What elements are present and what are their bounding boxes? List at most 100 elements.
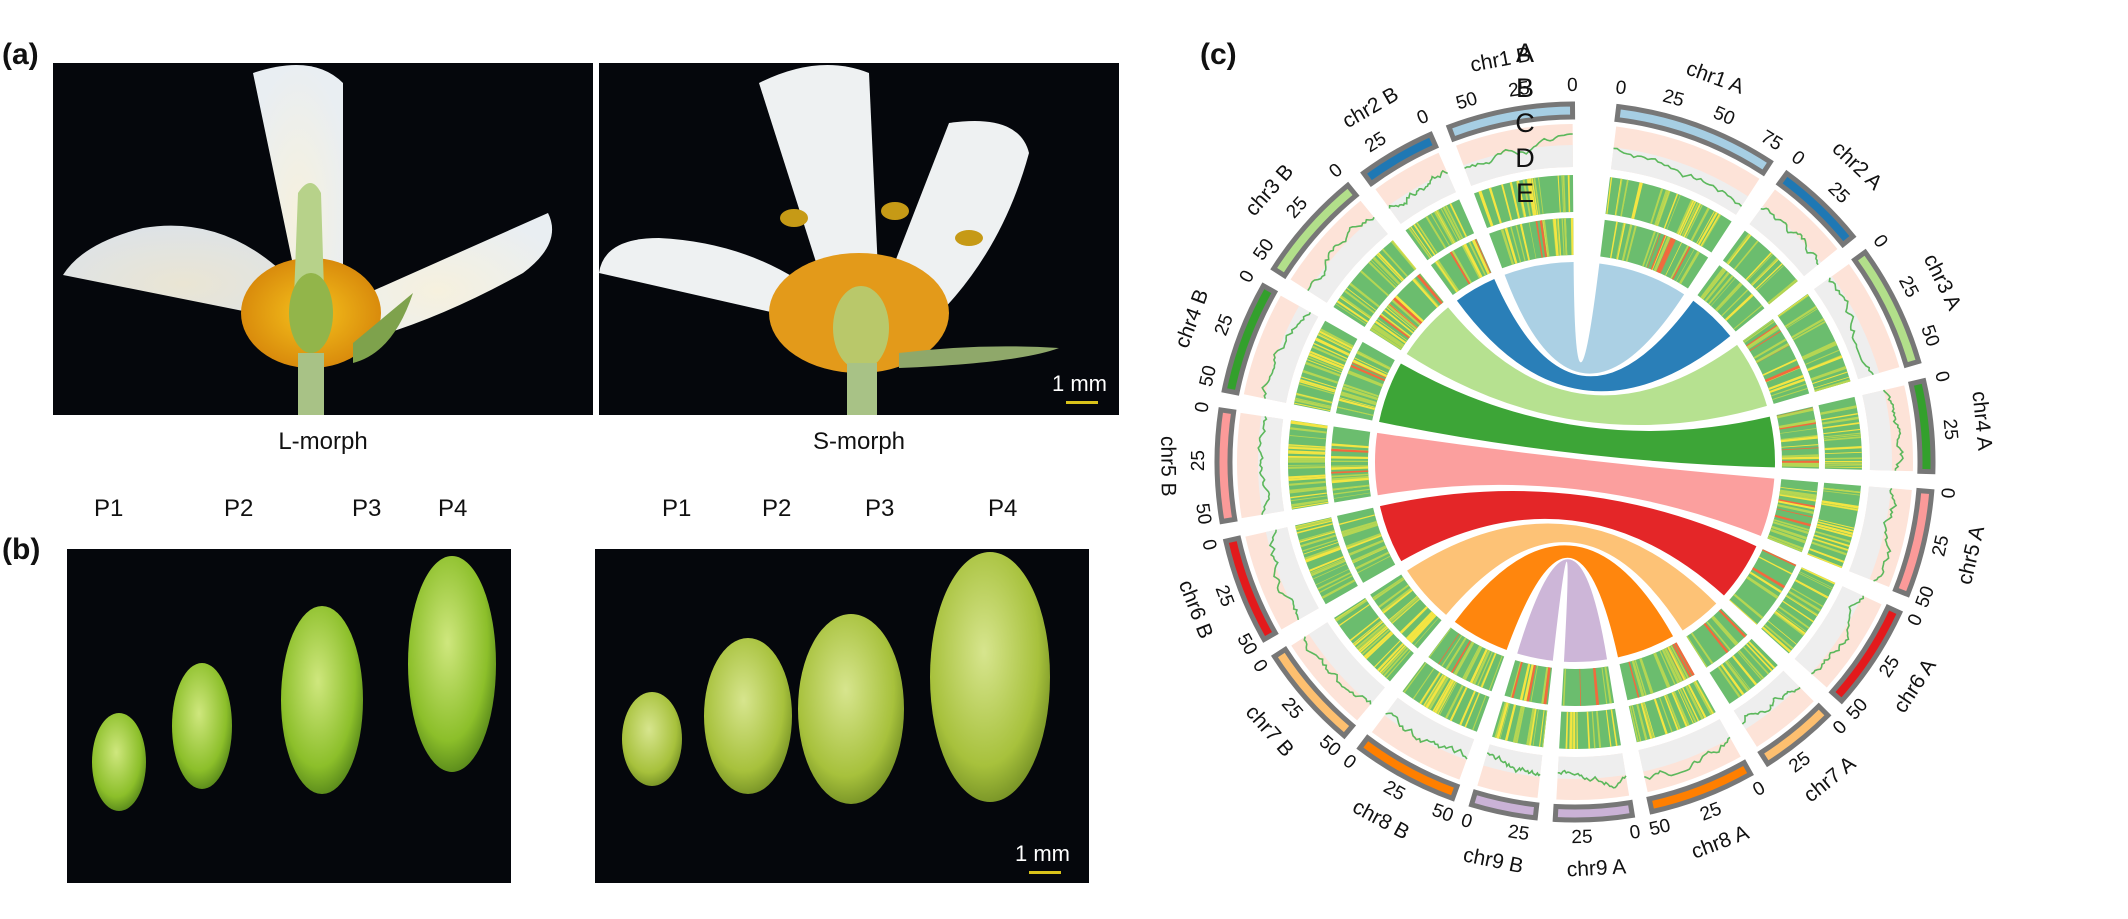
track-d-stripe (1331, 460, 1369, 462)
track-c-stripe (1379, 644, 1406, 674)
track-d-stripe (1519, 223, 1530, 261)
track-d-stripe (1463, 646, 1483, 681)
track-d-stripe (1604, 666, 1612, 704)
track-d-stripe (1539, 220, 1547, 258)
track-c-stripe (1676, 199, 1694, 235)
track-b-line (1486, 752, 1541, 777)
track-c-stripe (1821, 412, 1859, 421)
track-c-stripe (1472, 695, 1487, 731)
tick-label: 0 (1869, 231, 1892, 252)
track-d-stripe (1523, 664, 1534, 702)
ideogram (1646, 759, 1754, 815)
track-d-stripe (1753, 339, 1787, 359)
track-c-stripe (1685, 685, 1704, 720)
track-c-stripe (1784, 305, 1817, 328)
track-c-stripe (1685, 204, 1703, 239)
tick-label: 25 (1188, 450, 1209, 471)
track-c-stripe (1526, 178, 1535, 216)
track-c-stripe (1786, 594, 1819, 616)
track-b-inner (1258, 415, 1285, 515)
track-c-stripe (1321, 579, 1356, 599)
track-c-stripe (1488, 187, 1502, 224)
track-d-stripe (1592, 667, 1600, 706)
track-c-stripe (1377, 643, 1405, 672)
chromosome-label: chr2 B (1339, 83, 1403, 133)
track-d-stripe (1472, 239, 1490, 275)
track-d-stripe (1781, 447, 1819, 451)
track-b-line (1307, 216, 1375, 292)
track-c-stripe (1631, 182, 1642, 219)
ideogram (1445, 101, 1576, 143)
track-c-stripe (1291, 498, 1328, 506)
track-d-stripe (1700, 267, 1724, 299)
track-d-stripe (1391, 598, 1421, 624)
track-d-stripe (1770, 528, 1806, 544)
track-d-background (1561, 666, 1615, 706)
track-d-stripe (1453, 641, 1475, 676)
track-c-stripe (1537, 177, 1544, 215)
scale-bar-a: 1 mm (1052, 371, 1107, 404)
track-d-stripe (1500, 228, 1515, 265)
track-c-stripe (1557, 175, 1561, 213)
tick-label: 50 (1454, 88, 1480, 114)
track-d-background (1489, 218, 1574, 269)
track-c-stripe (1298, 383, 1335, 395)
track-d-stripe (1634, 659, 1647, 696)
track-d-stripe (1656, 237, 1674, 273)
track-c-stripe (1532, 709, 1539, 746)
track-c-stripe (1428, 676, 1450, 710)
track-d-stripe (1781, 444, 1819, 448)
track-d-stripe (1665, 242, 1682, 276)
track-d-stripe (1781, 456, 1819, 460)
track-c-stripe (1823, 490, 1861, 496)
track-c-stripe (1505, 704, 1517, 741)
track-c-stripe (1542, 710, 1548, 748)
track-c-stripe (1355, 623, 1386, 649)
track-d-stripe (1332, 484, 1370, 491)
track-d-stripe (1770, 383, 1807, 397)
tick-label: 25 (1282, 193, 1312, 223)
track-c-stripe (1496, 702, 1509, 739)
track-d-stripe (1712, 616, 1738, 645)
track-d-stripe (1742, 319, 1774, 342)
track-d-stripe (1340, 391, 1377, 404)
stage-label-left-p3: P3 (352, 495, 382, 522)
track-b-line (1613, 147, 1743, 207)
ideogram (1214, 407, 1238, 525)
track-c-stripe (1683, 203, 1702, 238)
track-b-inner (1308, 622, 1385, 705)
track-d-stripe (1542, 220, 1548, 257)
track-d-stripe (1355, 551, 1390, 570)
tick-label: 0 (1248, 656, 1271, 676)
track-c-stripe (1733, 240, 1759, 270)
track-d-stripe (1480, 652, 1497, 688)
track-d-stripe (1372, 324, 1405, 347)
track-c-stripe (1817, 521, 1854, 532)
track-c-stripe (1338, 604, 1370, 627)
track-c-stripe (1363, 631, 1393, 658)
track-c-stripe (1501, 184, 1513, 221)
track-d-stripe (1345, 533, 1382, 549)
tick-label: 25 (1507, 78, 1531, 102)
track-d-stripe (1642, 231, 1656, 267)
track-c-stripe (1442, 206, 1462, 241)
track-d-stripe (1710, 277, 1736, 307)
track-d-stripe (1341, 520, 1378, 534)
track-d-stripe (1667, 646, 1686, 681)
track-d-stripe (1331, 470, 1369, 474)
track-b-inner (1849, 486, 1891, 580)
track-d-background (1331, 426, 1371, 503)
track-c-stripe (1663, 695, 1679, 731)
track-c-stripe (1745, 643, 1773, 672)
tick-label: 25 (1894, 273, 1922, 301)
track-b-line (1873, 487, 1898, 582)
track-c-stripe (1416, 222, 1438, 254)
scale-bar-line (1029, 871, 1061, 874)
track-d-stripe (1706, 621, 1732, 651)
track-c-stripe (1748, 641, 1776, 670)
track-d-stripe (1445, 637, 1467, 670)
track-c-stripe (1807, 553, 1843, 569)
track-c-stripe (1434, 679, 1455, 714)
track-d-stripe (1778, 419, 1816, 429)
